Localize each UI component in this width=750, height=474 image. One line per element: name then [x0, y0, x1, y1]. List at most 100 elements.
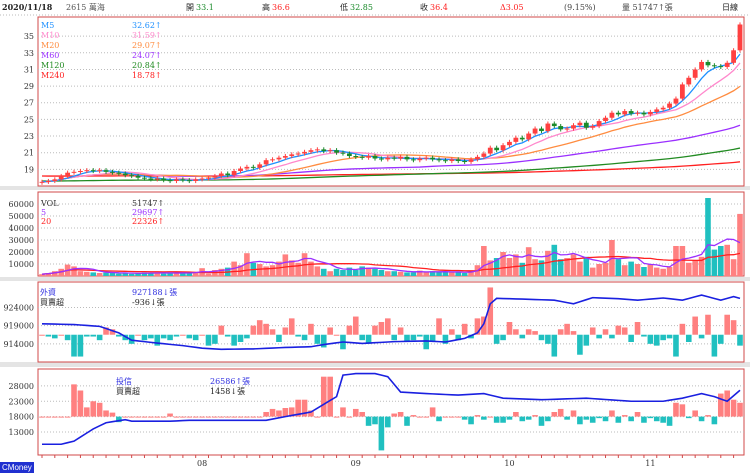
- trust-net-bar: [359, 412, 365, 417]
- high-value: 36.6: [272, 3, 290, 12]
- volume-bar: [724, 244, 730, 276]
- volume-bar: [692, 260, 698, 276]
- foreign-net-bar: [698, 334, 705, 339]
- trust-net-bar: [224, 416, 231, 418]
- trust-net-bar: [199, 416, 205, 418]
- foreign-net-bar: [404, 334, 410, 342]
- foreign-net-bar: [192, 334, 199, 341]
- cmoney-logo: CMoney: [0, 462, 34, 473]
- candle-body: [321, 149, 327, 152]
- candle-body: [404, 156, 410, 160]
- trust-net-bar: [160, 416, 167, 418]
- trust-net-bar: [52, 416, 58, 418]
- foreign-net-bar: [564, 323, 570, 335]
- volume-bar: [167, 273, 173, 276]
- trust-net-bar: [564, 416, 570, 420]
- foreign-net-bar: [737, 334, 743, 346]
- volume-bar: [589, 267, 596, 276]
- foreign-net-bar: [352, 316, 359, 335]
- volume-bar: [685, 262, 692, 276]
- candle-body: [398, 156, 404, 159]
- volume-bar: [141, 272, 148, 276]
- foreign-net-bar: [173, 334, 180, 337]
- foreign-net-bar: [320, 334, 327, 348]
- trust-axis-tick: 28000: [9, 382, 34, 391]
- ma-legend: M5 32.62↑ M10 31.59↑ M20 29.07↑ M60 24.07↑ M120 2…: [41, 21, 162, 80]
- open-label: 開: [186, 3, 194, 12]
- foreign-net-bar: [231, 334, 237, 346]
- candle-body: [46, 181, 51, 183]
- month-label: 11: [645, 459, 655, 468]
- change-value: Δ3.05: [500, 3, 524, 12]
- foreign-net-bar: [224, 334, 231, 337]
- volume-legend-value: 29697↑: [132, 208, 164, 217]
- candle-body: [340, 152, 346, 154]
- foreign-net-bar: [660, 334, 666, 341]
- foreign-net-bar: [58, 334, 65, 336]
- foreign-net-bar: [577, 334, 583, 355]
- price-axis-tick: 33: [24, 49, 34, 58]
- ma-label: M10: [41, 31, 59, 40]
- foreign-net-bar: [359, 334, 365, 341]
- foreign-net-bar: [77, 334, 84, 357]
- trust-net-bar: [487, 416, 494, 418]
- volume-bar: [378, 270, 385, 276]
- trust-net-bar: [71, 384, 77, 417]
- trust-net-bar: [577, 416, 583, 425]
- candle-body: [391, 157, 397, 159]
- trust-net-bar: [506, 416, 513, 420]
- volume-bar: [314, 266, 321, 276]
- trust-title: 投信: [116, 376, 132, 386]
- volume-bar: [282, 254, 289, 276]
- foreign-net-bar: [116, 334, 122, 337]
- foreign-net-bar: [653, 334, 660, 346]
- volume-bar: [417, 270, 423, 276]
- price-axis-tick: 27: [24, 99, 34, 108]
- foreign-net-bar: [199, 334, 205, 336]
- trust-net-bar: [596, 416, 602, 419]
- foreign-net-bar: [64, 334, 71, 341]
- trust-net-bar: [583, 416, 590, 420]
- foreign-net-bar: [237, 334, 244, 342]
- candle-body: [564, 128, 570, 130]
- volume-bar: [461, 273, 468, 276]
- candle-body: [65, 172, 71, 177]
- trust-net-bar: [64, 416, 71, 418]
- foreign-net-bar: [205, 334, 212, 346]
- month-label: 09: [351, 459, 361, 468]
- foreign-net-bar: [250, 325, 257, 335]
- volume-bar: [705, 198, 711, 276]
- volume-bar: [90, 272, 97, 276]
- candle-body: [372, 156, 378, 159]
- foreign-net-bar: [141, 334, 148, 341]
- trust-net-bar: [301, 399, 308, 417]
- candle-body: [385, 157, 391, 160]
- trust-net-bar: [685, 416, 692, 419]
- trust-net-bar: [116, 416, 122, 423]
- volume-bar: [717, 246, 724, 276]
- volume-bar: [557, 259, 564, 276]
- candle-body: [711, 65, 717, 67]
- foreign-net-bar: [276, 334, 282, 342]
- trust-net-bar: [698, 416, 705, 422]
- trust-net-bar: [429, 407, 436, 417]
- trust-net-bar: [545, 416, 551, 422]
- period-selector[interactable]: 日線: [722, 2, 738, 12]
- candle-body: [494, 147, 500, 151]
- volume-bar: [468, 271, 474, 276]
- foreign-net-bar: [282, 327, 289, 335]
- ma-label: M120: [41, 61, 64, 70]
- volume-bar: [551, 244, 558, 276]
- foreign-axis-tick: 924000: [3, 303, 34, 312]
- candle-body: [238, 168, 243, 172]
- candle-body: [468, 159, 474, 162]
- ma-value: 29.07↑: [132, 41, 162, 50]
- trust-net-bar: [532, 415, 538, 417]
- volume-bar: [96, 273, 103, 276]
- volume-bar: [295, 262, 301, 276]
- candle-body: [583, 122, 589, 128]
- candle-body: [84, 170, 90, 172]
- trust-net-bar: [673, 402, 679, 417]
- volume-bar: [513, 254, 519, 276]
